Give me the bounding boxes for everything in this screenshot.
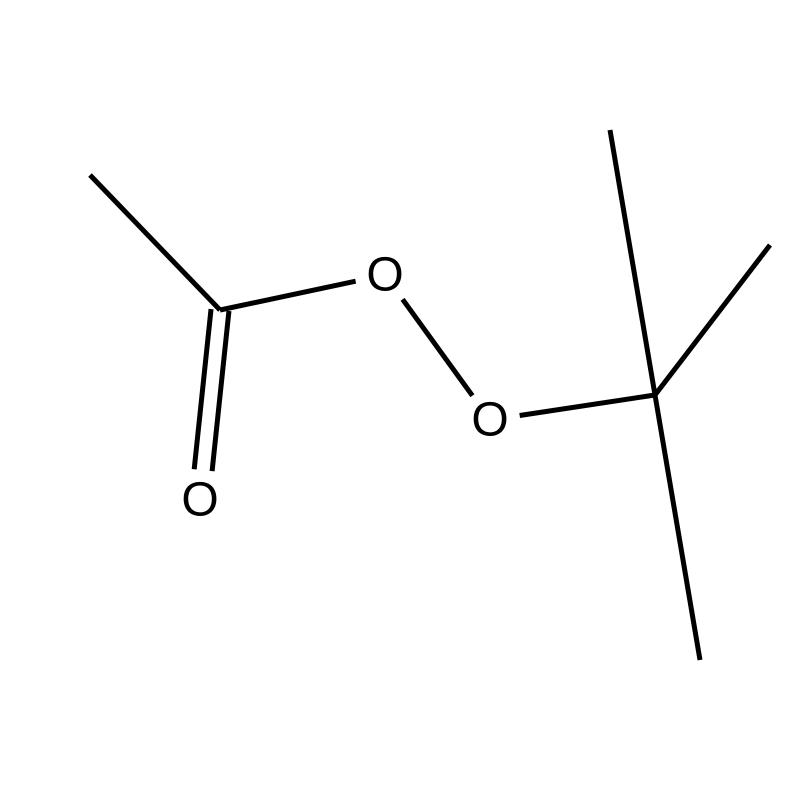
bond-line <box>90 175 220 310</box>
bond-line <box>610 130 655 395</box>
bond-line <box>194 309 211 469</box>
bond-line <box>220 281 356 310</box>
atom-label-o: O <box>366 249 403 302</box>
atom-label-o: O <box>471 394 508 447</box>
bond-line <box>655 245 770 395</box>
bond-line <box>403 299 473 395</box>
bond-line <box>520 395 655 416</box>
atom-label-o: O <box>181 474 218 527</box>
molecule-diagram: O O O <box>0 0 800 800</box>
bond-line <box>655 395 700 660</box>
bond-line <box>212 311 229 471</box>
